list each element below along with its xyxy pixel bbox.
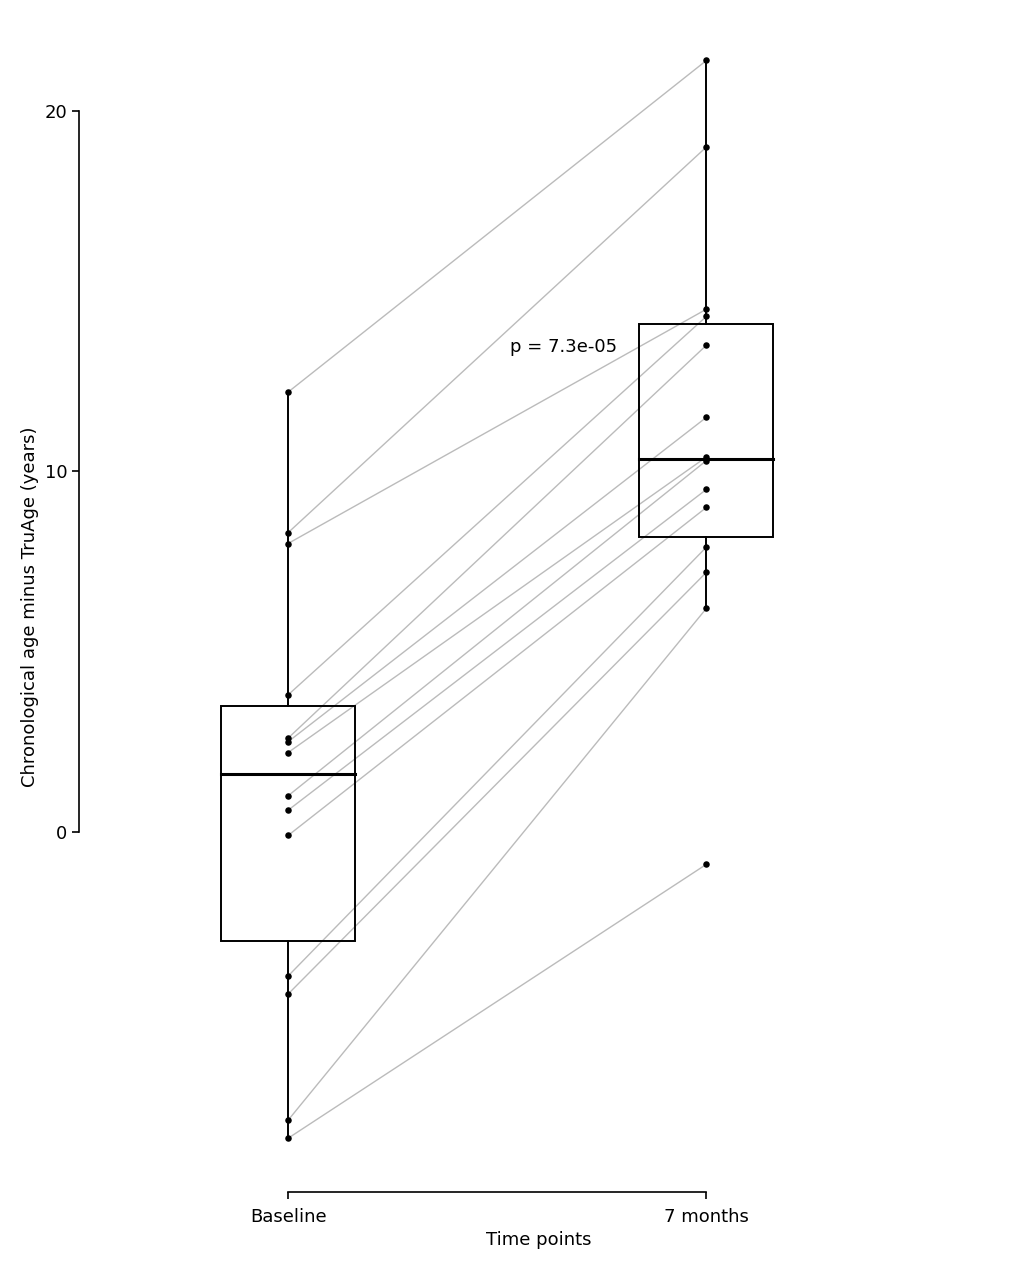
Point: [698, 447, 714, 467]
Point: [698, 563, 714, 583]
Point: [698, 537, 714, 558]
Bar: [221, 706, 355, 941]
Point: [698, 451, 714, 471]
Point: [698, 335, 714, 356]
Point: [279, 1128, 296, 1148]
Point: [279, 743, 296, 763]
Point: [279, 382, 296, 403]
Text: p = 7.3e-05: p = 7.3e-05: [510, 338, 616, 356]
Point: [279, 826, 296, 846]
Point: [698, 855, 714, 875]
Point: [279, 522, 296, 542]
Y-axis label: Chronological age minus TruAge (years): Chronological age minus TruAge (years): [20, 427, 39, 787]
Point: [698, 298, 714, 319]
Point: [698, 306, 714, 326]
X-axis label: Time points: Time points: [486, 1231, 591, 1250]
Bar: [639, 324, 772, 537]
Point: [279, 728, 296, 748]
Point: [279, 984, 296, 1005]
Point: [698, 598, 714, 618]
Point: [279, 1110, 296, 1130]
Point: [279, 786, 296, 806]
Point: [279, 533, 296, 554]
Point: [279, 685, 296, 705]
Point: [698, 51, 714, 71]
Point: [279, 966, 296, 987]
Point: [279, 800, 296, 820]
Point: [279, 732, 296, 752]
Point: [698, 479, 714, 499]
Point: [698, 137, 714, 157]
Point: [698, 498, 714, 518]
Point: [698, 408, 714, 428]
